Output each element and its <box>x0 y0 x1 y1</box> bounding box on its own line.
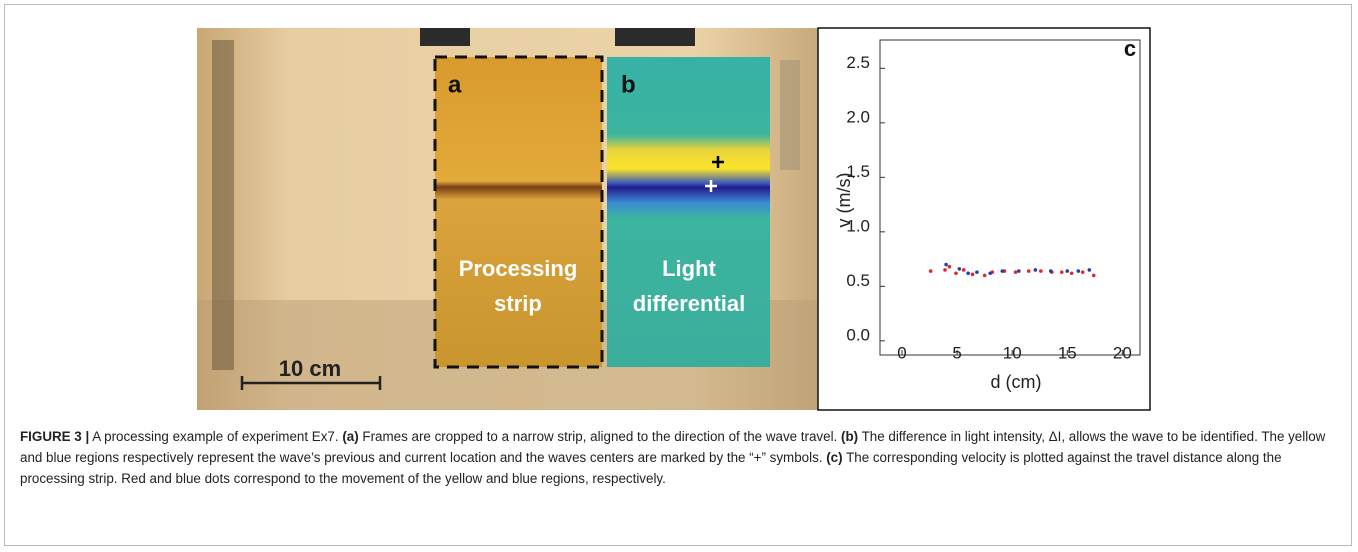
scale-bar <box>240 376 382 390</box>
caption-text: The difference in light intensity, ΔI, a… <box>20 429 1330 465</box>
caption-bold: (c) <box>826 450 843 465</box>
point <box>1059 270 1064 274</box>
figure: a b Processing strip Light differential … <box>197 27 1151 411</box>
tape <box>780 60 800 170</box>
caption-text: A processing example of experiment Ex7. <box>89 429 343 444</box>
scale-label: 10 cm <box>279 356 341 381</box>
chart: 0 5 10 15 20 0.0 0.5 1.0 1.5 2.0 2.5 d (cm) v (m/s) c <box>834 36 1141 392</box>
point <box>1080 270 1085 274</box>
x-tick-label: 0 <box>897 343 906 362</box>
plus-marker <box>712 156 724 168</box>
caption-text: The corresponding velocity is plotted ag… <box>20 450 1286 486</box>
x-tick-label: 5 <box>952 343 961 362</box>
processing-strip <box>435 57 602 367</box>
tank-edge <box>212 40 234 370</box>
y-tick-label: 2.5 <box>846 53 870 72</box>
point <box>1069 271 1074 276</box>
plot-area <box>879 39 1141 356</box>
point <box>928 269 933 273</box>
light-differential <box>607 57 770 367</box>
point <box>1065 269 1070 273</box>
x-tick-label: 10 <box>1003 343 1022 362</box>
point <box>1076 269 1081 273</box>
point <box>1013 270 1018 274</box>
caption-bold: (a) <box>342 429 359 444</box>
point <box>1026 269 1031 273</box>
point <box>947 264 952 269</box>
y-tick-label: 0.5 <box>846 271 870 290</box>
point <box>970 272 975 277</box>
point <box>957 267 962 271</box>
caption-text: Frames are cropped to a narrow strip, al… <box>358 429 841 444</box>
panel-label: strip <box>494 291 542 316</box>
point <box>961 268 966 272</box>
point <box>1087 268 1092 272</box>
plus-marker <box>705 180 717 192</box>
caption-bold: (b) <box>841 429 859 444</box>
caption-bold: FIGURE 3 | <box>20 429 90 444</box>
panel-letter: c <box>1124 36 1136 61</box>
panel-letter: b <box>621 71 636 98</box>
y-tick-label: 0.0 <box>846 325 870 344</box>
point <box>1017 269 1021 273</box>
panel-label: Light <box>662 256 716 281</box>
point <box>944 262 948 267</box>
point <box>975 270 979 274</box>
figure-frame <box>4 4 1352 546</box>
point <box>1048 269 1053 273</box>
point <box>988 271 992 276</box>
chart-panel <box>817 27 1151 411</box>
y-tick-label: 2.0 <box>846 107 870 126</box>
panel-label: differential <box>633 291 745 316</box>
point <box>1091 273 1096 278</box>
point <box>943 268 947 272</box>
caption: FIGURE 3 | A processing example of exper… <box>20 426 1340 489</box>
x-tick-label: 15 <box>1058 343 1077 362</box>
point <box>1000 269 1005 273</box>
point <box>966 271 970 276</box>
x-axis-label: d (cm) <box>991 372 1042 392</box>
panel-label: Processing <box>459 256 578 281</box>
bracket <box>615 28 695 46</box>
x-tick-label: 20 <box>1113 343 1132 362</box>
y-tick-label: 1.0 <box>846 216 870 235</box>
point <box>954 271 958 276</box>
point <box>1039 269 1043 273</box>
point <box>1033 268 1038 272</box>
point <box>982 273 987 278</box>
bracket <box>420 28 470 46</box>
panel-letter: a <box>448 71 462 98</box>
y-axis-label: v (m/s) <box>834 173 854 228</box>
y-tick-label: 1.5 <box>846 162 870 181</box>
strip-outline <box>433 55 604 369</box>
